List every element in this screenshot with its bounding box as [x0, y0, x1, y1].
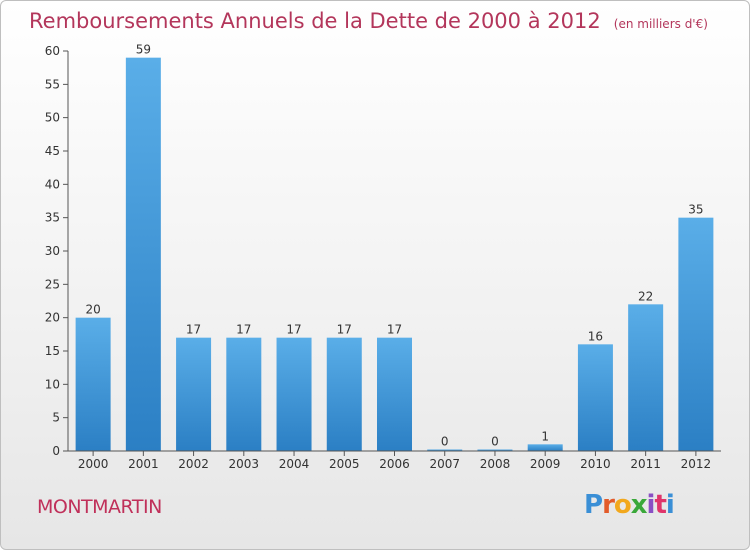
value-label-2000: 20 [85, 303, 100, 317]
y-tick-label: 40 [45, 177, 60, 191]
x-tick-label-2002: 2002 [178, 457, 209, 471]
x-tick-label-2004: 2004 [279, 457, 310, 471]
y-tick-label: 50 [45, 111, 60, 125]
logo-letter: t [654, 490, 666, 520]
logo-letter: o [613, 490, 632, 520]
bars: 20 59 17 17 17 17 17 0 0 1 16 22 35 [75, 43, 714, 452]
x-axis: 2000 2001 2002 2003 2004 2005 2006 2007 2008 2009… [68, 450, 721, 471]
value-label-2010: 16 [588, 329, 603, 343]
logo-letter: P [584, 490, 603, 520]
x-tick-label-2010: 2010 [580, 457, 611, 471]
bar-2010 [577, 344, 613, 451]
commune-name: MONTMARTIN [37, 496, 162, 518]
bar-2012 [678, 217, 714, 451]
x-tick-label-2009: 2009 [530, 457, 561, 471]
logo-letter: r [602, 490, 615, 520]
y-axis: 0 5 10 15 20 25 30 35 40 45 50 55 60 [45, 44, 69, 458]
y-tick-label: 5 [52, 411, 60, 425]
bar-2008 [477, 449, 513, 451]
y-tick-label: 20 [45, 311, 60, 325]
y-tick-label: 0 [52, 444, 60, 458]
x-tick-label-2012: 2012 [681, 457, 712, 471]
proxiti-logo: Proxiti [584, 490, 675, 520]
x-tick-label-2008: 2008 [480, 457, 511, 471]
bar-2001 [125, 57, 161, 452]
y-tick-label: 45 [45, 144, 60, 158]
bar-2007 [427, 449, 463, 451]
value-label-2007: 0 [441, 435, 449, 449]
x-tick-label-2011: 2011 [630, 457, 661, 471]
logo-letter: x [630, 490, 648, 520]
y-tick-label: 15 [45, 344, 60, 358]
y-tick-label: 35 [45, 211, 60, 225]
value-label-2011: 22 [638, 289, 653, 303]
bar-2006 [377, 337, 412, 451]
x-tick-label-2006: 2006 [379, 457, 410, 471]
y-tick-label: 25 [45, 277, 60, 291]
value-label-2004: 17 [286, 323, 301, 337]
value-label-2008: 0 [491, 435, 499, 449]
value-label-2001: 59 [136, 43, 151, 57]
bar-2009 [527, 444, 563, 451]
x-tick-label-2007: 2007 [429, 457, 460, 471]
chart-title: Remboursements Annuels de la Dette de 20… [29, 9, 601, 33]
x-tick-label-2000: 2000 [78, 457, 109, 471]
chart-unit: (en milliers d'€) [613, 17, 708, 31]
y-tick-label: 60 [45, 44, 60, 58]
x-tick-label-2003: 2003 [229, 457, 260, 471]
bar-2004 [276, 337, 312, 451]
value-label-2012: 35 [688, 203, 703, 217]
bar-2003 [226, 337, 262, 451]
logo-letter: i [646, 490, 656, 520]
value-label-2005: 17 [337, 323, 352, 337]
bar-2005 [326, 337, 362, 451]
y-tick-label: 55 [45, 77, 60, 91]
chart-title-block: Remboursements Annuels de la Dette de 20… [29, 9, 708, 33]
logo-letter: i [665, 490, 675, 520]
x-tick-label-2005: 2005 [329, 457, 360, 471]
y-tick-label: 30 [45, 244, 60, 258]
bar-2000 [75, 317, 111, 451]
y-tick-label: 10 [45, 377, 60, 391]
bar-2011 [628, 304, 664, 451]
x-tick-label-2001: 2001 [128, 457, 159, 471]
value-label-2009: 1 [541, 429, 549, 443]
value-label-2003: 17 [236, 323, 251, 337]
bar-2002 [176, 337, 212, 451]
value-label-2002: 17 [186, 323, 201, 337]
value-label-2006: 17 [387, 323, 402, 337]
